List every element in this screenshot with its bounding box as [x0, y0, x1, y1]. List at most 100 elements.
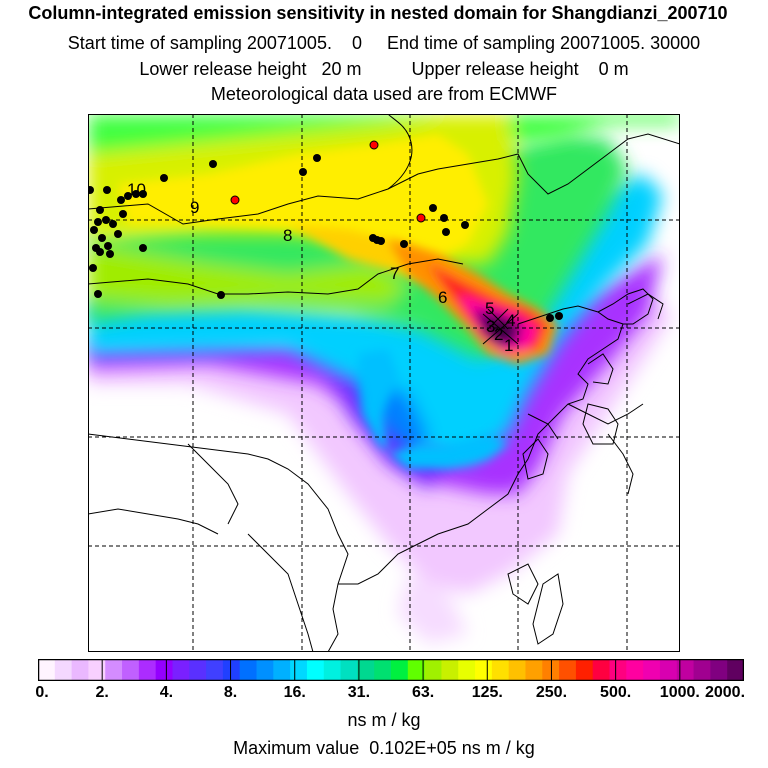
colorbar-swatch: [54, 659, 73, 681]
colorbar-swatch: [323, 659, 342, 681]
station-marker: [546, 314, 554, 322]
colorbar-swatch: [222, 659, 241, 681]
station-marker: [400, 240, 408, 248]
colorbar-swatch: [189, 659, 207, 681]
colorbar-swatch: [559, 659, 577, 681]
lat-lon-grid: [88, 114, 680, 652]
station-marker: [114, 230, 122, 238]
station-marker: [106, 250, 114, 258]
colorbar-unit: ns m / kg: [347, 710, 421, 730]
trajectory-label-2: 2: [494, 325, 503, 344]
colorbar-swatch: [357, 659, 375, 681]
colorbar-swatch: [256, 659, 274, 681]
station-marker: [139, 190, 147, 198]
observation-stations: [88, 140, 563, 322]
colorbar-swatch: [676, 659, 695, 681]
colorbar-swatch: [340, 659, 358, 681]
colorbar-swatch: [424, 659, 443, 681]
station-marker-red: [416, 213, 426, 223]
station-marker: [461, 221, 469, 229]
colorbar-tick-label: 63.: [411, 684, 435, 701]
station-marker: [377, 237, 385, 245]
colorbar-swatch: [239, 659, 258, 681]
colorbar-swatch: [592, 659, 611, 681]
colorbar-tick-label: 500.: [600, 684, 632, 701]
colorbar-swatch: [105, 659, 123, 681]
colorbar-swatch: [155, 659, 174, 681]
colorbar-tick-label: 4.: [159, 684, 174, 701]
colorbar-swatch: [88, 659, 106, 681]
colorbar-tick-label: 2.: [95, 684, 109, 701]
station-marker: [109, 220, 117, 228]
colorbar-swatch: [491, 659, 510, 681]
colorbar-swatch: [659, 659, 678, 681]
colorbar-swatch: [693, 659, 711, 681]
colorbar-tick-label: 2000.: [704, 684, 746, 701]
colorbar-tick-label: 125.: [471, 684, 503, 701]
colorbar-tick-label: 0.: [35, 684, 49, 701]
trajectory-markers: [482, 308, 519, 345]
map-frame: [88, 114, 680, 652]
colorbar-swatch: [575, 659, 594, 681]
station-marker: [299, 168, 307, 176]
station-marker: [94, 290, 102, 298]
colorbar-swatch: [391, 659, 409, 681]
colorbar-swatch: [508, 659, 527, 681]
colorbar-tick-label: 8.: [223, 684, 238, 701]
coastlines: [88, 114, 680, 652]
colorbar-swatch: [374, 659, 392, 681]
station-marker: [132, 190, 140, 198]
station-marker: [102, 216, 110, 224]
colorbar-tick-label: 250.: [535, 684, 568, 701]
station-marker: [103, 186, 111, 194]
colorbar-swatch: [407, 659, 426, 681]
colorbar-swatch: [138, 659, 157, 681]
emission-sensitivity-map: 1 2 3 4 5 6 7 8 9 10: [88, 114, 680, 652]
colorbar-swatch: [525, 659, 543, 681]
colorbar-swatch: [727, 659, 744, 681]
colorbar-swatch: [273, 659, 291, 681]
station-marker: [119, 210, 127, 218]
station-marker: [98, 234, 106, 242]
trajectory-label-6: 6: [438, 288, 447, 307]
trajectory-label-1: 1: [504, 336, 513, 355]
station-marker: [160, 174, 168, 182]
station-marker: [90, 226, 98, 234]
station-marker-red: [369, 140, 379, 150]
colorbar: [38, 659, 744, 681]
station-marker: [117, 196, 125, 204]
station-marker: [555, 312, 563, 320]
sensitivity-field: [88, 114, 680, 652]
trajectory-label-8: 8: [283, 226, 292, 245]
release-height-line: Lower release height 20 m Upper release …: [139, 59, 629, 79]
colorbar-swatch: [122, 659, 140, 681]
colorbar-tick-label: 1000.: [659, 684, 700, 701]
trajectory-label-9: 9: [190, 198, 199, 217]
station-marker: [94, 218, 102, 226]
station-marker: [88, 186, 94, 194]
station-marker: [96, 206, 104, 214]
station-marker: [429, 204, 437, 212]
colorbar-swatch: [458, 659, 476, 681]
colorbar-swatch: [38, 659, 56, 681]
station-marker: [139, 244, 147, 252]
trajectory-label-10: 10: [127, 180, 146, 199]
colorbar-swatch: [306, 659, 325, 681]
station-marker: [104, 242, 112, 250]
colorbar-swatch: [172, 659, 190, 681]
colorbar-tick-label: 16.: [283, 684, 306, 701]
station-marker: [96, 248, 104, 256]
station-marker: [442, 228, 450, 236]
station-marker: [217, 291, 225, 299]
colorbar-swatch: [71, 659, 90, 681]
met-data-line: Meteorological data used are from ECMWF: [210, 84, 558, 104]
map-title: Column-integrated emission sensitivity i…: [28, 3, 728, 23]
station-marker: [89, 264, 97, 272]
station-marker: [440, 214, 448, 222]
trajectory-label-7: 7: [390, 264, 399, 283]
colorbar-tick-label: 31.: [347, 684, 371, 701]
colorbar-swatch: [626, 659, 644, 681]
colorbar-swatch: [206, 659, 224, 681]
colorbar-swatch: [643, 659, 661, 681]
sampling-time-line: Start time of sampling 20071005. 0 End t…: [67, 33, 701, 53]
